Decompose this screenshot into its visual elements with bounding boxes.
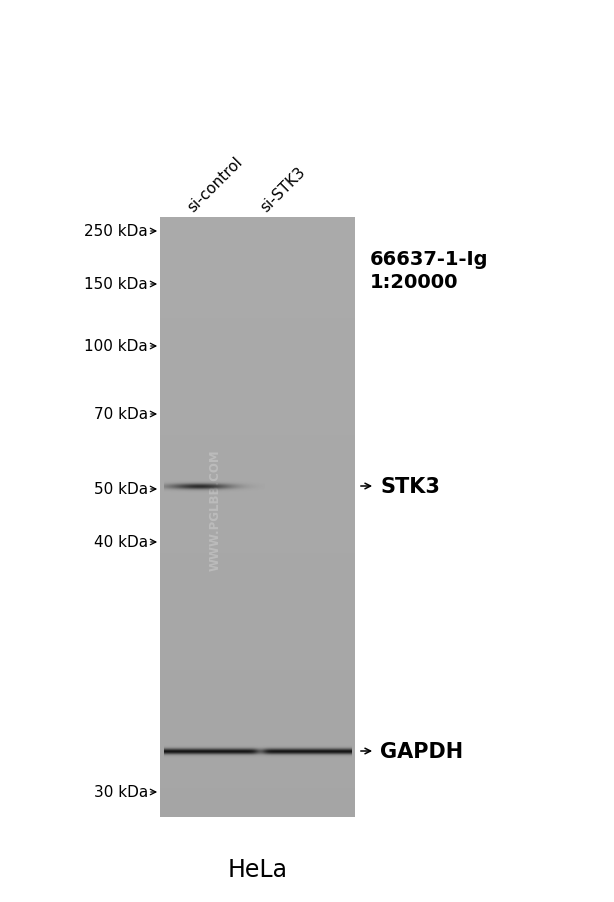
Text: 66637-1-Ig
1:20000: 66637-1-Ig 1:20000 [370,250,489,292]
Text: 30 kDa: 30 kDa [94,785,148,799]
Text: GAPDH: GAPDH [380,741,463,761]
Text: WWW.PGLBB.COM: WWW.PGLBB.COM [209,448,222,570]
Text: 100 kDa: 100 kDa [84,339,148,354]
Text: 70 kDa: 70 kDa [94,407,148,422]
Text: 150 kDa: 150 kDa [84,277,148,292]
Text: si-STK3: si-STK3 [257,164,308,215]
Text: HeLa: HeLa [228,857,288,881]
Text: si-control: si-control [184,154,245,215]
Text: 50 kDa: 50 kDa [94,482,148,497]
Text: STK3: STK3 [380,476,440,496]
Text: 40 kDa: 40 kDa [94,535,148,550]
Text: 250 kDa: 250 kDa [84,225,148,239]
